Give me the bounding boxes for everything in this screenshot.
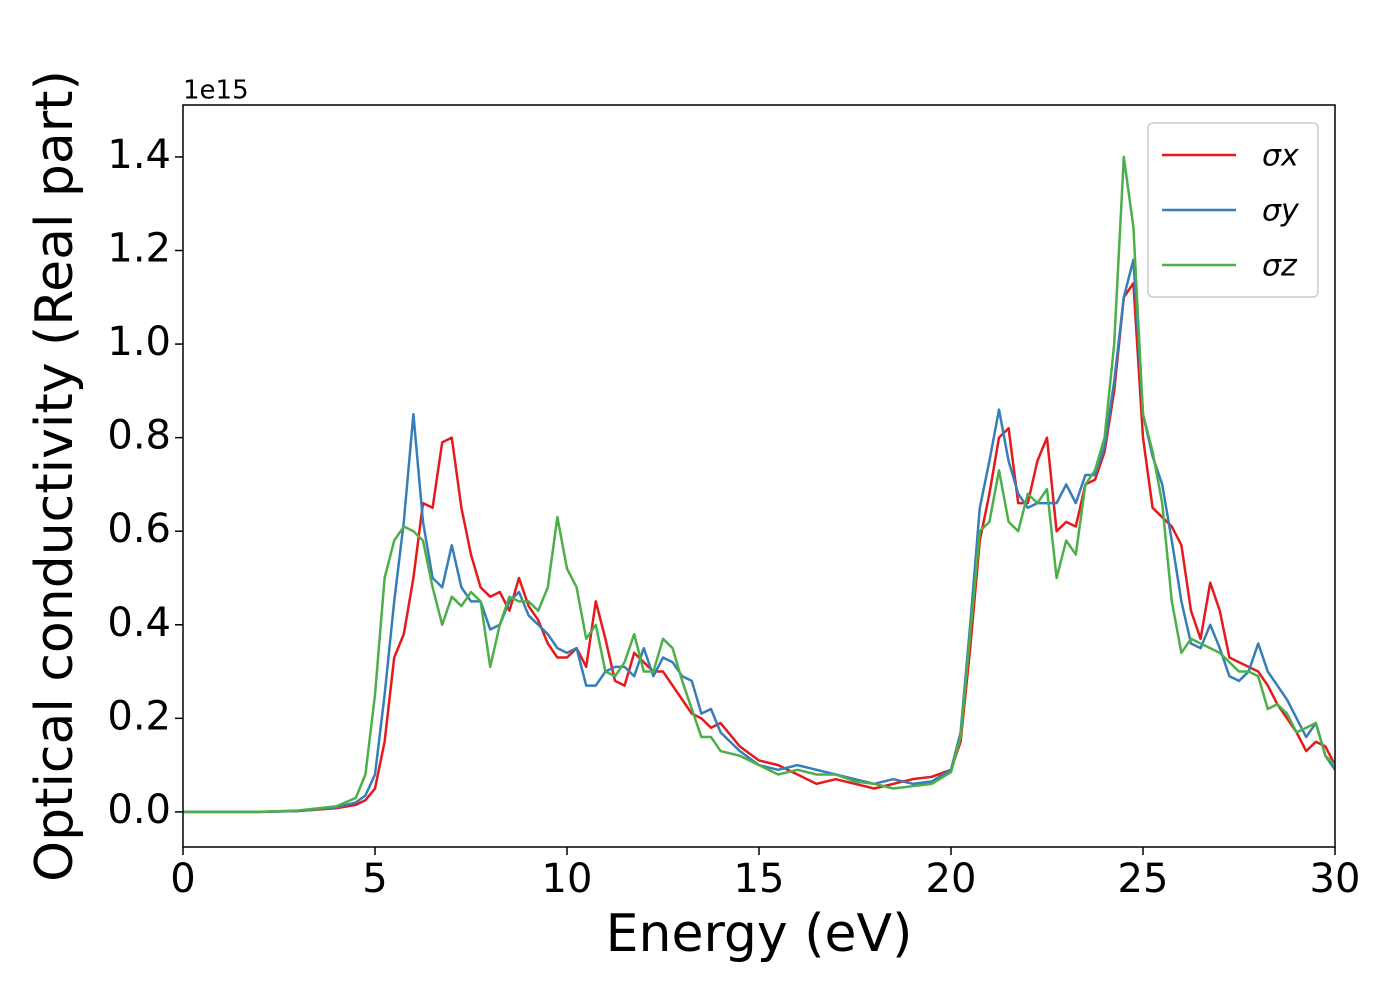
y-offset-label: 1e15 <box>183 76 249 106</box>
series-line <box>183 155 1335 814</box>
x-tick-label: 30 <box>1310 856 1361 902</box>
y-tick-label: 1.4 <box>107 132 171 178</box>
y-tick-label: 1.2 <box>107 225 171 271</box>
y-tick-label: 0.2 <box>107 693 171 739</box>
x-tick-label: 10 <box>542 856 593 902</box>
x-tick-label: 20 <box>926 856 977 902</box>
x-tick-label: 0 <box>170 856 195 902</box>
y-tick-label: 0.6 <box>107 506 171 552</box>
x-tick-label: 25 <box>1118 856 1169 902</box>
y-tick-label: 0.4 <box>107 600 171 646</box>
x-axis-label: Energy (eV) <box>606 904 913 964</box>
x-tick-label: 15 <box>734 856 785 902</box>
x-tick-label: 5 <box>362 856 387 902</box>
y-tick-label: 1.0 <box>107 319 171 365</box>
series-line <box>183 258 1335 814</box>
legend-label: σx <box>1262 139 1299 174</box>
legend-label: σy <box>1262 194 1300 229</box>
legend-label: σz <box>1262 249 1298 284</box>
y-tick-label: 0.0 <box>107 787 171 833</box>
series-line <box>183 282 1335 814</box>
y-tick-label: 0.8 <box>107 413 171 459</box>
plot-frame <box>182 104 1336 848</box>
y-axis-label: Optical conductivity (Real part) <box>25 70 85 882</box>
